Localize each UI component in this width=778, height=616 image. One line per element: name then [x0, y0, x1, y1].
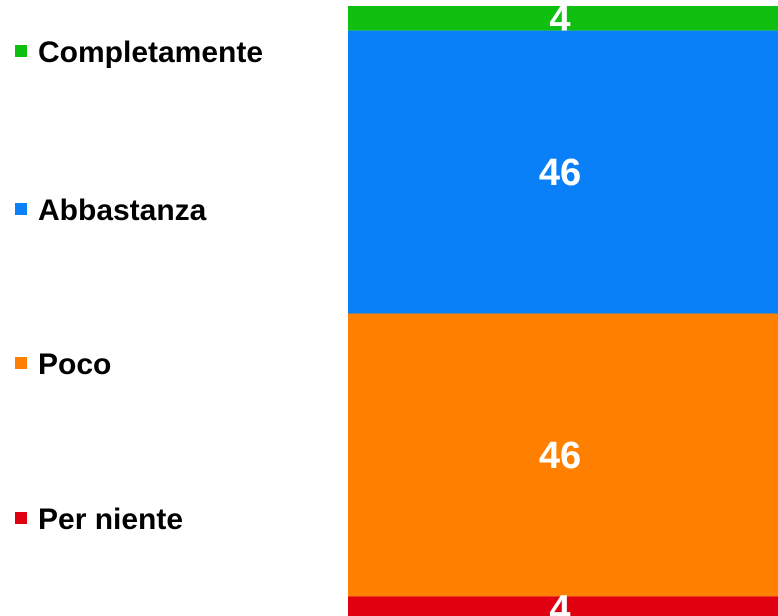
legend: Completamente Abbastanza Poco Per niente [15, 36, 263, 536]
legend-swatch-poco [15, 357, 27, 369]
data-label-abbastanza: 46 [539, 152, 581, 194]
bar-stack: 4 46 46 4 [348, 0, 778, 616]
legend-label-poco: Poco [38, 348, 111, 381]
legend-swatch-per-niente [15, 512, 27, 524]
legend-label-abbastanza: Abbastanza [38, 194, 207, 227]
data-label-completamente: 4 [549, 0, 570, 40]
legend-label-per-niente: Per niente [38, 503, 183, 536]
bar-segment-abbastanza [348, 30, 778, 314]
bar-segment-poco [348, 313, 778, 597]
legend-swatch-abbastanza [15, 203, 27, 215]
bar-segment-per-niente [348, 596, 778, 616]
data-label-poco: 46 [539, 435, 581, 477]
legend-label-completamente: Completamente [38, 36, 263, 69]
legend-swatch-completamente [15, 45, 27, 57]
bar-segment-completamente [348, 6, 778, 31]
data-label-per-niente: 4 [549, 589, 570, 616]
